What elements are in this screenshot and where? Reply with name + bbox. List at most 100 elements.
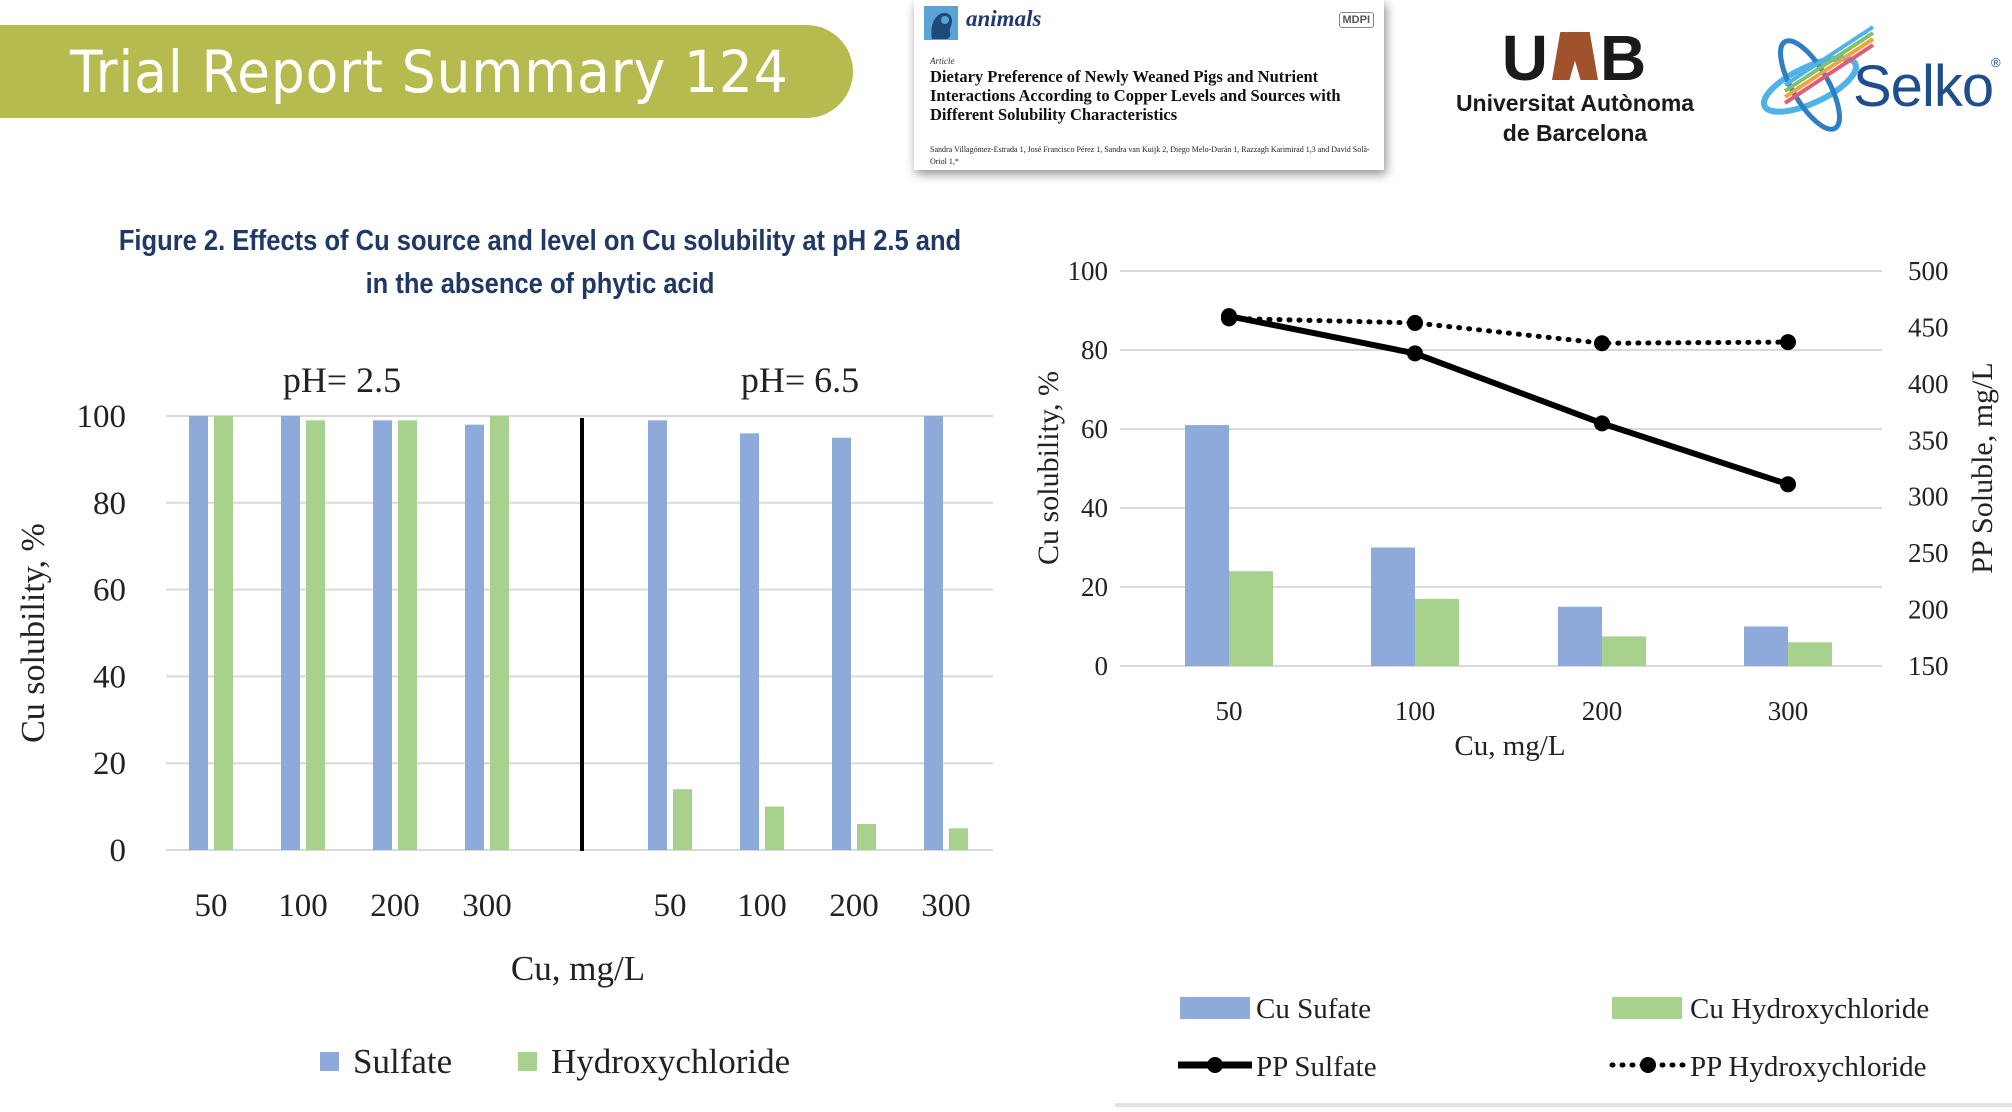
group-label-ph25: pH= 2.5 bbox=[283, 360, 401, 400]
legend-label-hydroxychloride: Hydroxychloride bbox=[551, 1042, 790, 1081]
marker-pp-hydroxychloride bbox=[1594, 335, 1610, 352]
y-axis-label-right: PP Soluble, mg/L bbox=[1966, 362, 1999, 573]
bar-hydroxychloride bbox=[214, 416, 233, 850]
article-type: Article bbox=[930, 56, 955, 66]
marker-pp-hydroxychloride bbox=[1407, 314, 1423, 331]
legend-swatch-cu-hydroxychloride bbox=[1612, 997, 1682, 1019]
line-pp-sulfate bbox=[1228, 313, 1789, 488]
bar-sulfate bbox=[648, 420, 667, 850]
marker-pp-sulfate bbox=[1407, 345, 1423, 362]
y-tick-label-right: 150 bbox=[1908, 651, 1949, 681]
y-tick-label-right: 400 bbox=[1908, 369, 1949, 399]
bar-sulfate bbox=[465, 424, 484, 850]
marker-pp-hydroxychloride bbox=[1780, 334, 1796, 351]
y-tick-label: 0 bbox=[110, 833, 127, 869]
bar-hydroxychloride bbox=[306, 420, 325, 850]
paper-authors: Sandra Villagómez-Estrada 1, José Franci… bbox=[930, 145, 1370, 166]
header-banner: Trial Report Summary 124 bbox=[0, 25, 853, 118]
y-tick-label-left: 80 bbox=[1081, 335, 1108, 365]
selko-logo: Selko ® bbox=[1755, 25, 2005, 140]
bar-cu-hydroxychloride bbox=[1415, 598, 1459, 666]
journal-name: animals bbox=[966, 6, 1042, 31]
bar-hydroxychloride bbox=[949, 828, 968, 850]
bar-hydroxychloride bbox=[673, 789, 692, 850]
paper-preview-card: animals MDPI Article Dietary Preference … bbox=[914, 0, 1384, 170]
x-tick-label: 200 bbox=[829, 888, 879, 924]
legend-label-cu-sulfate: Cu Sufate bbox=[1256, 993, 1371, 1025]
bar-cu-sulfate bbox=[1744, 626, 1788, 666]
x-tick-label: 100 bbox=[1395, 696, 1436, 726]
y-axis-label: Cu solubility, % bbox=[15, 523, 52, 743]
legend-label-pp-hydroxychloride: PP Hydroxychloride bbox=[1690, 1051, 1927, 1083]
y-tick-label-right: 500 bbox=[1908, 256, 1949, 286]
x-axis-label: Cu, mg/L bbox=[1454, 730, 1565, 762]
legend-swatch-sulfate bbox=[320, 1052, 339, 1071]
paper-title: Dietary Preference of Newly Weaned Pigs … bbox=[930, 67, 1341, 124]
y-tick-label-right: 300 bbox=[1908, 482, 1949, 512]
bar-sulfate bbox=[740, 433, 759, 850]
x-tick-label: 200 bbox=[370, 888, 420, 924]
figure-title: Figure 2. Effects of Cu source and level… bbox=[100, 220, 980, 306]
x-tick-label: 50 bbox=[1216, 696, 1243, 726]
legend-label-sulfate: Sulfate bbox=[353, 1042, 452, 1081]
y-tick-label: 60 bbox=[93, 573, 126, 609]
figure-title-line1: Figure 2. Effects of Cu source and level… bbox=[118, 225, 962, 257]
bar-sulfate bbox=[924, 416, 943, 850]
y-tick-label: 40 bbox=[93, 659, 126, 695]
group-label-ph65: pH= 6.5 bbox=[741, 360, 859, 400]
x-tick-label: 300 bbox=[921, 888, 971, 924]
x-tick-label: 50 bbox=[654, 888, 687, 924]
bar-sulfate bbox=[281, 416, 300, 850]
y-tick-label-left: 40 bbox=[1081, 493, 1108, 523]
legend-label-cu-hydroxychloride: Cu Hydroxychloride bbox=[1690, 993, 1929, 1025]
x-tick-label: 300 bbox=[1768, 696, 1809, 726]
x-tick-label: 100 bbox=[737, 888, 787, 924]
y-tick-label-right: 450 bbox=[1908, 312, 1949, 342]
legend-swatch-cu-sulfate bbox=[1180, 997, 1250, 1019]
marker-pp-sulfate bbox=[1780, 476, 1796, 493]
y-tick-label-left: 20 bbox=[1081, 572, 1108, 602]
right-combo-chart: 0 20 40 60 80 100 150 200 250 300 350 400 450 500 Cu s… bbox=[1032, 256, 1999, 1083]
registered-mark: ® bbox=[1991, 55, 2001, 70]
y-tick-label-right: 200 bbox=[1908, 595, 1949, 625]
y-tick-label-right: 250 bbox=[1908, 538, 1949, 568]
y-tick-label-right: 350 bbox=[1908, 425, 1949, 455]
left-bar-chart: 0 20 40 60 80 100 Cu solubility, % pH= 2.5 pH= 6… bbox=[15, 360, 993, 1081]
bar-cu-sulfate bbox=[1371, 547, 1415, 666]
bar-sulfate bbox=[832, 437, 851, 850]
bar-cu-hydroxychloride bbox=[1229, 571, 1273, 666]
bar-cu-sulfate bbox=[1558, 606, 1602, 666]
bar-cu-sulfate bbox=[1185, 425, 1229, 666]
bar-hydroxychloride bbox=[398, 420, 417, 850]
bar-hydroxychloride bbox=[765, 806, 784, 850]
marker-pp-sulfate bbox=[1594, 415, 1610, 432]
bar-sulfate bbox=[189, 416, 208, 850]
y-tick-label: 100 bbox=[77, 399, 127, 435]
y-tick-label-left: 0 bbox=[1095, 651, 1109, 681]
legend-swatch-hydroxychloride bbox=[518, 1052, 537, 1071]
selko-atom-icon bbox=[1761, 25, 1875, 132]
legend-marker-pp-hydroxychloride-icon bbox=[1640, 1057, 1656, 1073]
y-tick-label: 80 bbox=[93, 486, 126, 522]
x-axis-label: Cu, mg/L bbox=[511, 949, 645, 988]
y-axis-label-left: Cu solubility, % bbox=[1032, 371, 1065, 565]
bar-hydroxychloride bbox=[490, 416, 509, 850]
bottom-divider bbox=[1115, 1103, 2012, 1107]
x-tick-label: 300 bbox=[462, 888, 512, 924]
animals-journal-logo-icon bbox=[924, 6, 958, 40]
mdpi-badge: MDPI bbox=[1338, 12, 1374, 28]
banner-title: Trial Report Summary 124 bbox=[70, 37, 789, 106]
y-tick-label: 20 bbox=[93, 746, 126, 782]
x-tick-label: 100 bbox=[278, 888, 328, 924]
marker-pp-sulfate bbox=[1221, 308, 1237, 325]
figure-title-line2: in the absence of phytic acid bbox=[365, 268, 715, 300]
selko-wordmark: Selko bbox=[1853, 54, 1994, 119]
bar-cu-hydroxychloride bbox=[1788, 642, 1832, 666]
x-tick-label: 200 bbox=[1582, 696, 1623, 726]
legend-label-pp-sulfate: PP Sulfate bbox=[1256, 1051, 1377, 1083]
line-pp-hydroxychloride bbox=[1226, 315, 1791, 346]
uab-name-line2: de Barcelona bbox=[1502, 120, 1648, 146]
